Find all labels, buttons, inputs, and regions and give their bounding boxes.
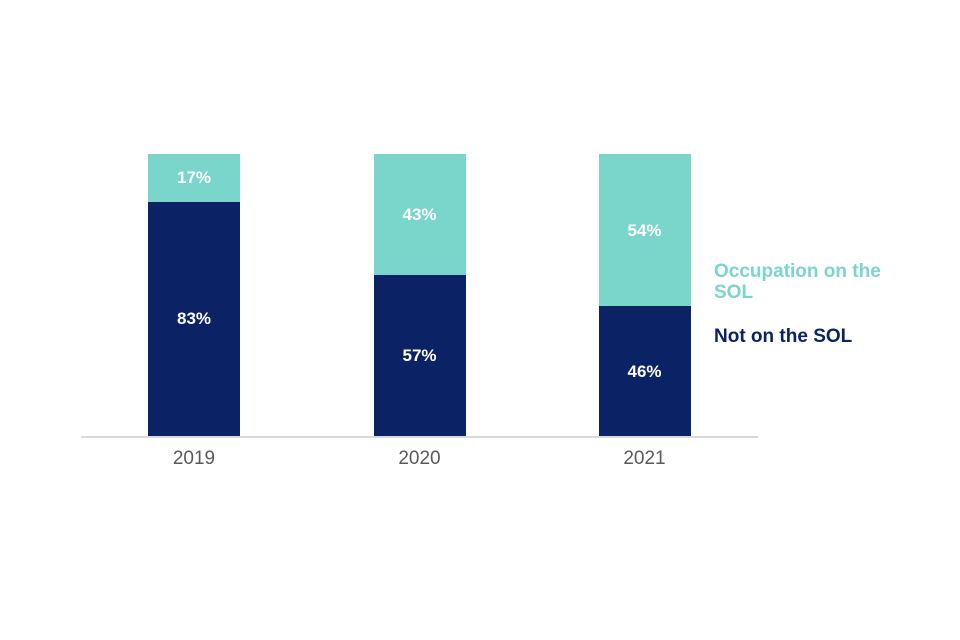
x-tick-label: 2021 [623, 448, 666, 469]
bar-segment-not-on-the-sol: 57% [373, 275, 466, 436]
bar-value-label: 83% [176, 309, 212, 329]
x-axis-line [81, 436, 758, 438]
bar-segment-occupation-on-the-sol: 17% [148, 154, 240, 202]
bar-value-label: 46% [627, 361, 662, 381]
bar-value-label: 17% [176, 168, 212, 188]
bar-segment-occupation-on-the-sol: 43% [373, 154, 466, 276]
legend-item-occupation-on-the-sol: Occupation on the SOL [714, 261, 881, 303]
x-tick-label: 2020 [398, 448, 441, 469]
legend-item-not-on-the-sol: Not on the SOL [714, 326, 853, 347]
x-tick-label: 2019 [172, 448, 216, 469]
legend: Occupation on the SOL Not on the SOL [714, 261, 882, 347]
bar-value-label: 57% [402, 346, 437, 366]
bar-value-label: 43% [402, 205, 437, 225]
bar-segment-not-on-the-sol: 46% [598, 306, 691, 436]
bar-value-label: 54% [627, 220, 662, 240]
bar-segment-occupation-on-the-sol: 54% [598, 154, 691, 307]
bar-segment-not-on-the-sol: 83% [148, 201, 240, 436]
